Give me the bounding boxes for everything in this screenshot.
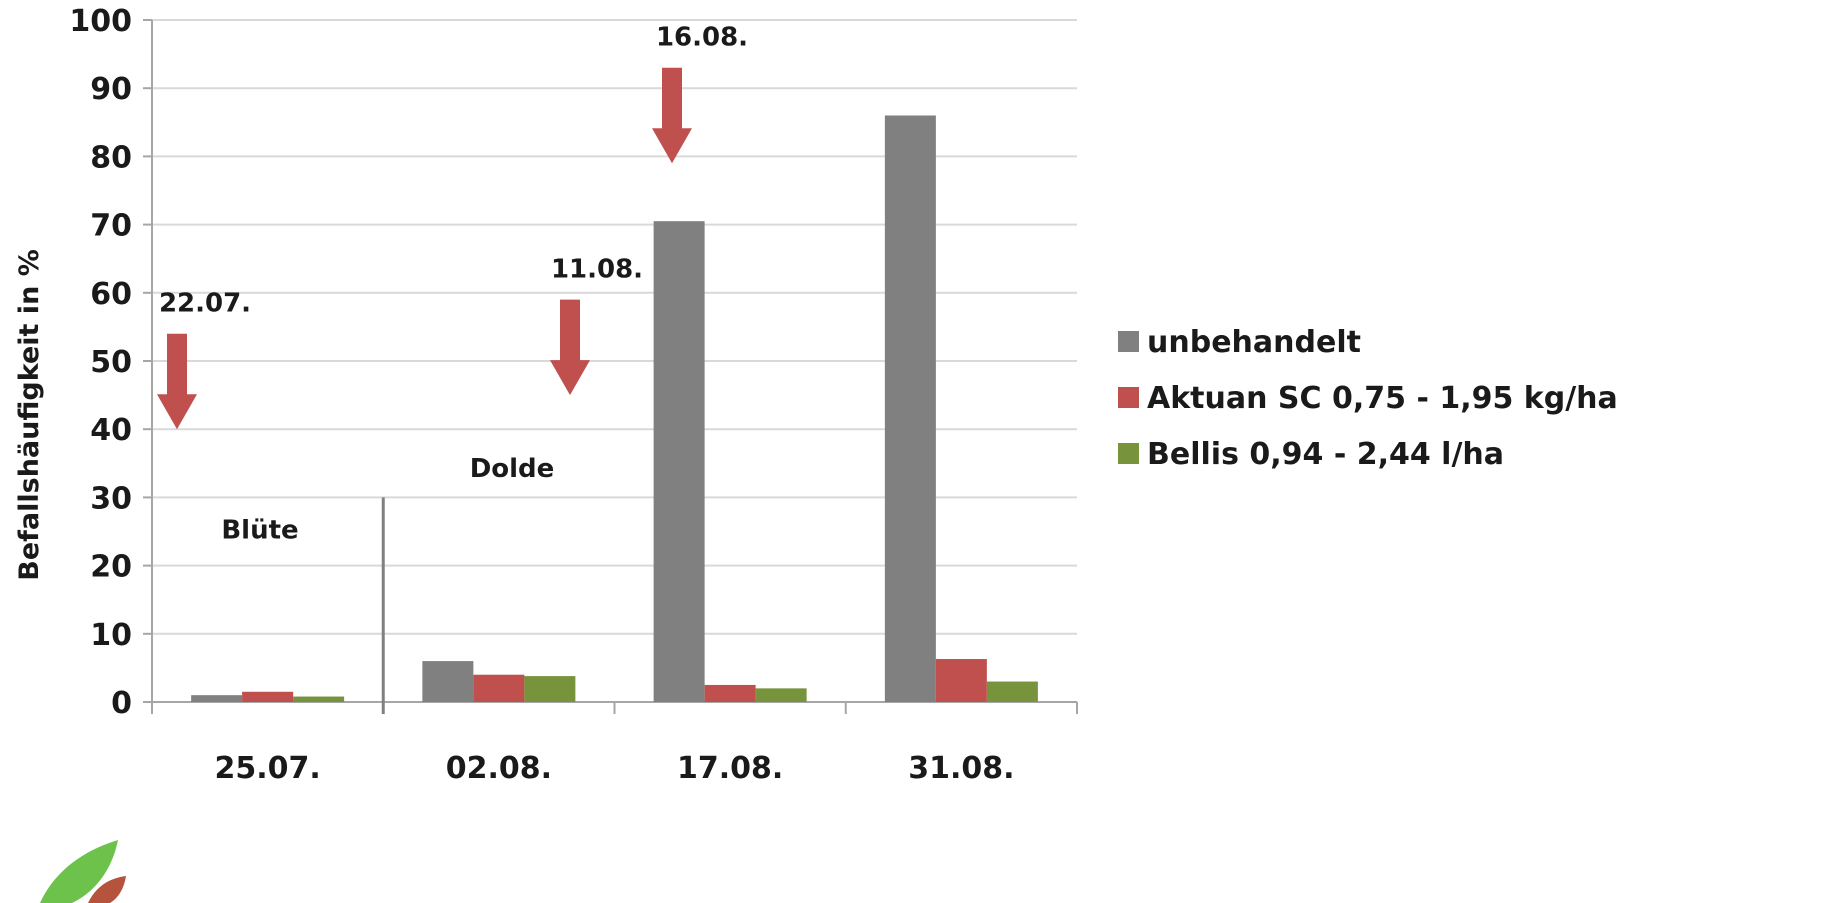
y-tick-label: 0 [111, 686, 132, 721]
application-date-label: 11.08. [551, 255, 643, 285]
bar [884, 115, 936, 703]
legend-label: Aktuan SC 0,75 - 1,95 kg/ha [1147, 381, 1618, 416]
y-tick-label: 30 [90, 481, 132, 516]
legend-swatch [1118, 443, 1139, 464]
y-tick-label: 40 [90, 413, 132, 448]
axes: 0 10 20 30 40 50 60 70 80 90 100 25.07. 02.08. 17.08.… [69, 4, 1078, 786]
legend-swatch [1118, 331, 1139, 352]
y-tick-label: 60 [90, 277, 132, 312]
application-arrow [157, 333, 197, 430]
bars [191, 115, 1038, 703]
legend-label: Bellis 0,94 - 2,44 l/ha [1147, 437, 1504, 472]
bar [704, 684, 756, 702]
y-axis-label: Befallshäufigkeit in % [14, 249, 45, 580]
growth-stage-label: Blüte [221, 515, 298, 545]
bar [935, 659, 987, 702]
leaf-logo [40, 840, 126, 903]
y-tick-label: 90 [90, 72, 132, 107]
bar [755, 688, 807, 702]
bar [422, 661, 474, 702]
annotations: 22.07. 11.08. 16.08. Blüte Dolde [157, 23, 748, 714]
y-tick-label: 10 [90, 618, 132, 653]
legend-label: unbehandelt [1147, 325, 1361, 360]
y-tick-label: 70 [90, 209, 132, 244]
application-date-label: 16.08. [656, 23, 748, 53]
y-tick-label: 100 [69, 4, 132, 39]
growth-stage-label: Dolde [470, 454, 555, 484]
x-tick-label: 31.08. [908, 751, 1014, 786]
bar [293, 696, 345, 702]
legend: unbehandelt Aktuan SC 0,75 - 1,95 kg/ha Be… [1118, 325, 1618, 472]
y-tick-label: 80 [90, 140, 132, 175]
bar [242, 691, 294, 702]
bar [191, 695, 243, 702]
application-arrow [652, 67, 692, 164]
bar [473, 674, 525, 702]
x-tick-label: 25.07. [214, 751, 320, 786]
y-tick-label: 50 [90, 345, 132, 380]
x-tick-label: 02.08. [446, 751, 552, 786]
application-arrow [550, 299, 590, 396]
bar [653, 221, 705, 702]
application-date-label: 22.07. [159, 289, 251, 319]
x-tick-label: 17.08. [677, 751, 783, 786]
bar [524, 676, 576, 702]
bar [986, 681, 1038, 702]
legend-swatch [1118, 387, 1139, 408]
y-tick-label: 20 [90, 550, 132, 585]
